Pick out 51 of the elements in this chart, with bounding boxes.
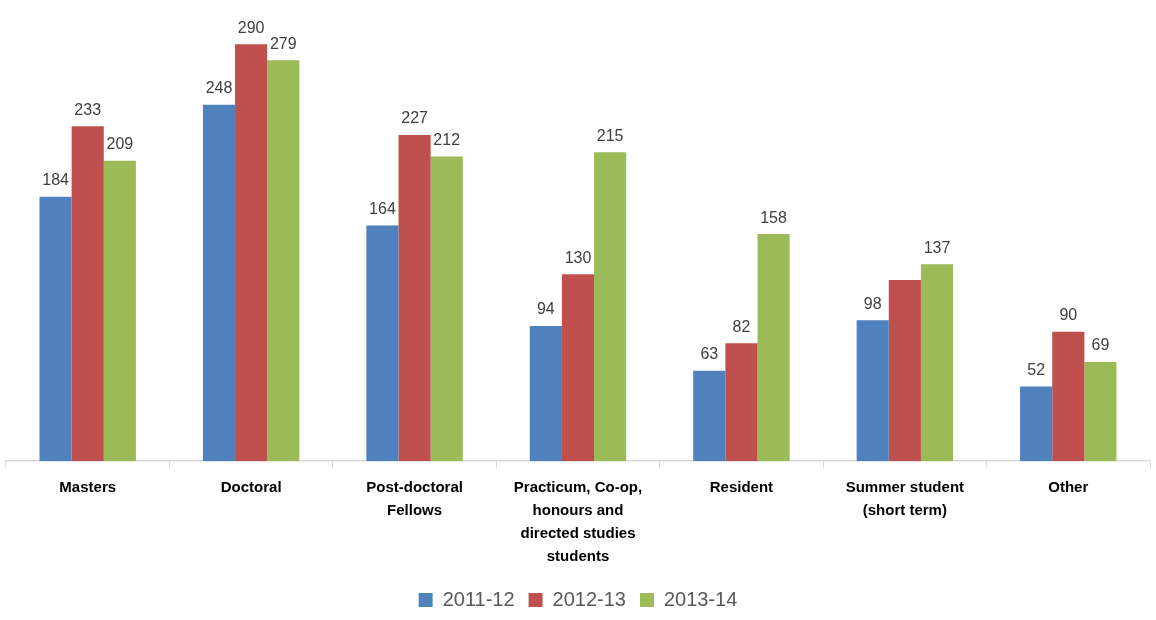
- x-tick-label: Other: [1048, 477, 1089, 495]
- bar: [103, 160, 136, 462]
- data-label: 158: [760, 208, 788, 226]
- data-label: 63: [700, 345, 719, 363]
- bar: [757, 234, 790, 462]
- bar: [561, 274, 595, 462]
- x-tick-label: Masters: [59, 477, 117, 495]
- bar: [1020, 386, 1053, 462]
- data-label: 164: [369, 199, 396, 217]
- bar: [202, 104, 236, 462]
- data-label: 52: [1027, 360, 1046, 378]
- data-label: 212: [433, 130, 461, 148]
- data-label: 69: [1091, 336, 1110, 354]
- bar: [529, 326, 562, 462]
- bar: [725, 343, 758, 462]
- data-label: 233: [74, 100, 102, 118]
- data-label: 94: [536, 300, 555, 318]
- bar: [1052, 331, 1085, 462]
- legend-label: 2011-12: [442, 587, 515, 610]
- bar: [39, 196, 72, 462]
- bar: [366, 225, 399, 462]
- data-label: 82: [732, 317, 751, 335]
- bar: [920, 264, 954, 462]
- x-tick-label: Resident: [709, 477, 774, 495]
- bar: [71, 126, 104, 462]
- x-tick-label: Summer student (short term): [845, 477, 965, 518]
- data-label: 90: [1059, 306, 1078, 324]
- bar: [430, 156, 463, 462]
- data-label: 279: [269, 34, 297, 52]
- bar: [594, 152, 627, 462]
- x-tick-label: Doctoral: [220, 477, 282, 495]
- bar: [1084, 362, 1117, 462]
- data-label: 227: [401, 109, 429, 127]
- data-label: 215: [596, 126, 624, 144]
- bar: [693, 370, 726, 462]
- data-label: 98: [863, 294, 882, 312]
- x-tick-label: Post-doctoral Fellows: [366, 477, 463, 518]
- bar: [398, 134, 431, 462]
- data-label: 130: [564, 248, 592, 266]
- bar: [267, 60, 300, 462]
- legend-label: 2013-14: [663, 587, 738, 610]
- data-label: 290: [237, 18, 265, 36]
- legend-label: 2012-13: [552, 587, 626, 610]
- bar: [888, 280, 921, 462]
- data-label: 209: [106, 135, 134, 153]
- data-label: 137: [923, 238, 951, 256]
- data-label: 248: [205, 79, 233, 97]
- bar: [235, 44, 268, 462]
- x-tick-label: Practicum, Co-op, honours and directed studies students: [513, 477, 643, 564]
- data-label: 184: [42, 171, 70, 189]
- bar: [856, 320, 889, 462]
